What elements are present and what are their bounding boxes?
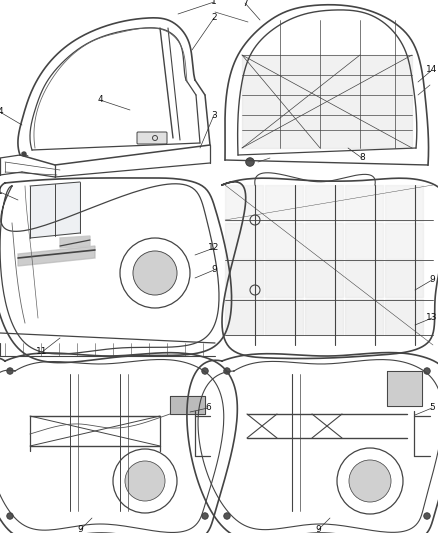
Text: 12: 12 [208, 244, 220, 253]
Polygon shape [225, 185, 263, 221]
Circle shape [349, 460, 391, 502]
Text: 3: 3 [211, 110, 217, 119]
Polygon shape [225, 261, 263, 297]
Circle shape [246, 158, 254, 166]
Text: 1: 1 [211, 0, 217, 6]
Polygon shape [345, 223, 383, 259]
Polygon shape [305, 185, 343, 221]
Text: 2: 2 [211, 13, 217, 22]
Text: 9: 9 [429, 276, 435, 285]
Text: 13: 13 [426, 313, 438, 322]
Text: 11: 11 [36, 348, 48, 357]
Circle shape [22, 152, 26, 156]
Circle shape [202, 513, 208, 519]
Circle shape [224, 513, 230, 519]
Polygon shape [305, 299, 343, 335]
Polygon shape [385, 299, 423, 335]
Circle shape [424, 513, 430, 519]
Polygon shape [225, 299, 263, 335]
Text: 4: 4 [0, 108, 3, 117]
Text: 1: 1 [0, 188, 3, 197]
Polygon shape [265, 299, 303, 335]
Text: 5: 5 [429, 403, 435, 413]
Polygon shape [345, 185, 383, 221]
Polygon shape [225, 223, 263, 259]
Text: 9: 9 [77, 526, 83, 533]
Polygon shape [60, 236, 90, 248]
Polygon shape [345, 261, 383, 297]
Polygon shape [242, 55, 412, 148]
Polygon shape [385, 185, 423, 221]
Polygon shape [170, 396, 205, 414]
Text: 4: 4 [97, 95, 103, 104]
Polygon shape [265, 185, 303, 221]
Text: 9: 9 [315, 526, 321, 533]
Circle shape [7, 368, 13, 374]
Circle shape [133, 251, 177, 295]
Polygon shape [387, 371, 422, 406]
Circle shape [7, 513, 13, 519]
Circle shape [202, 368, 208, 374]
Text: 9: 9 [211, 265, 217, 274]
Polygon shape [265, 223, 303, 259]
FancyBboxPatch shape [137, 132, 167, 144]
Polygon shape [305, 261, 343, 297]
Circle shape [224, 368, 230, 374]
Polygon shape [30, 182, 80, 238]
Polygon shape [385, 223, 423, 259]
Circle shape [125, 461, 165, 501]
Text: 8: 8 [359, 154, 365, 163]
Circle shape [424, 368, 430, 374]
Polygon shape [18, 246, 95, 266]
Polygon shape [265, 261, 303, 297]
Text: 6: 6 [205, 403, 211, 413]
Polygon shape [385, 261, 423, 297]
Polygon shape [305, 223, 343, 259]
Text: 7: 7 [242, 0, 248, 7]
Polygon shape [345, 299, 383, 335]
Text: 14: 14 [426, 66, 438, 75]
